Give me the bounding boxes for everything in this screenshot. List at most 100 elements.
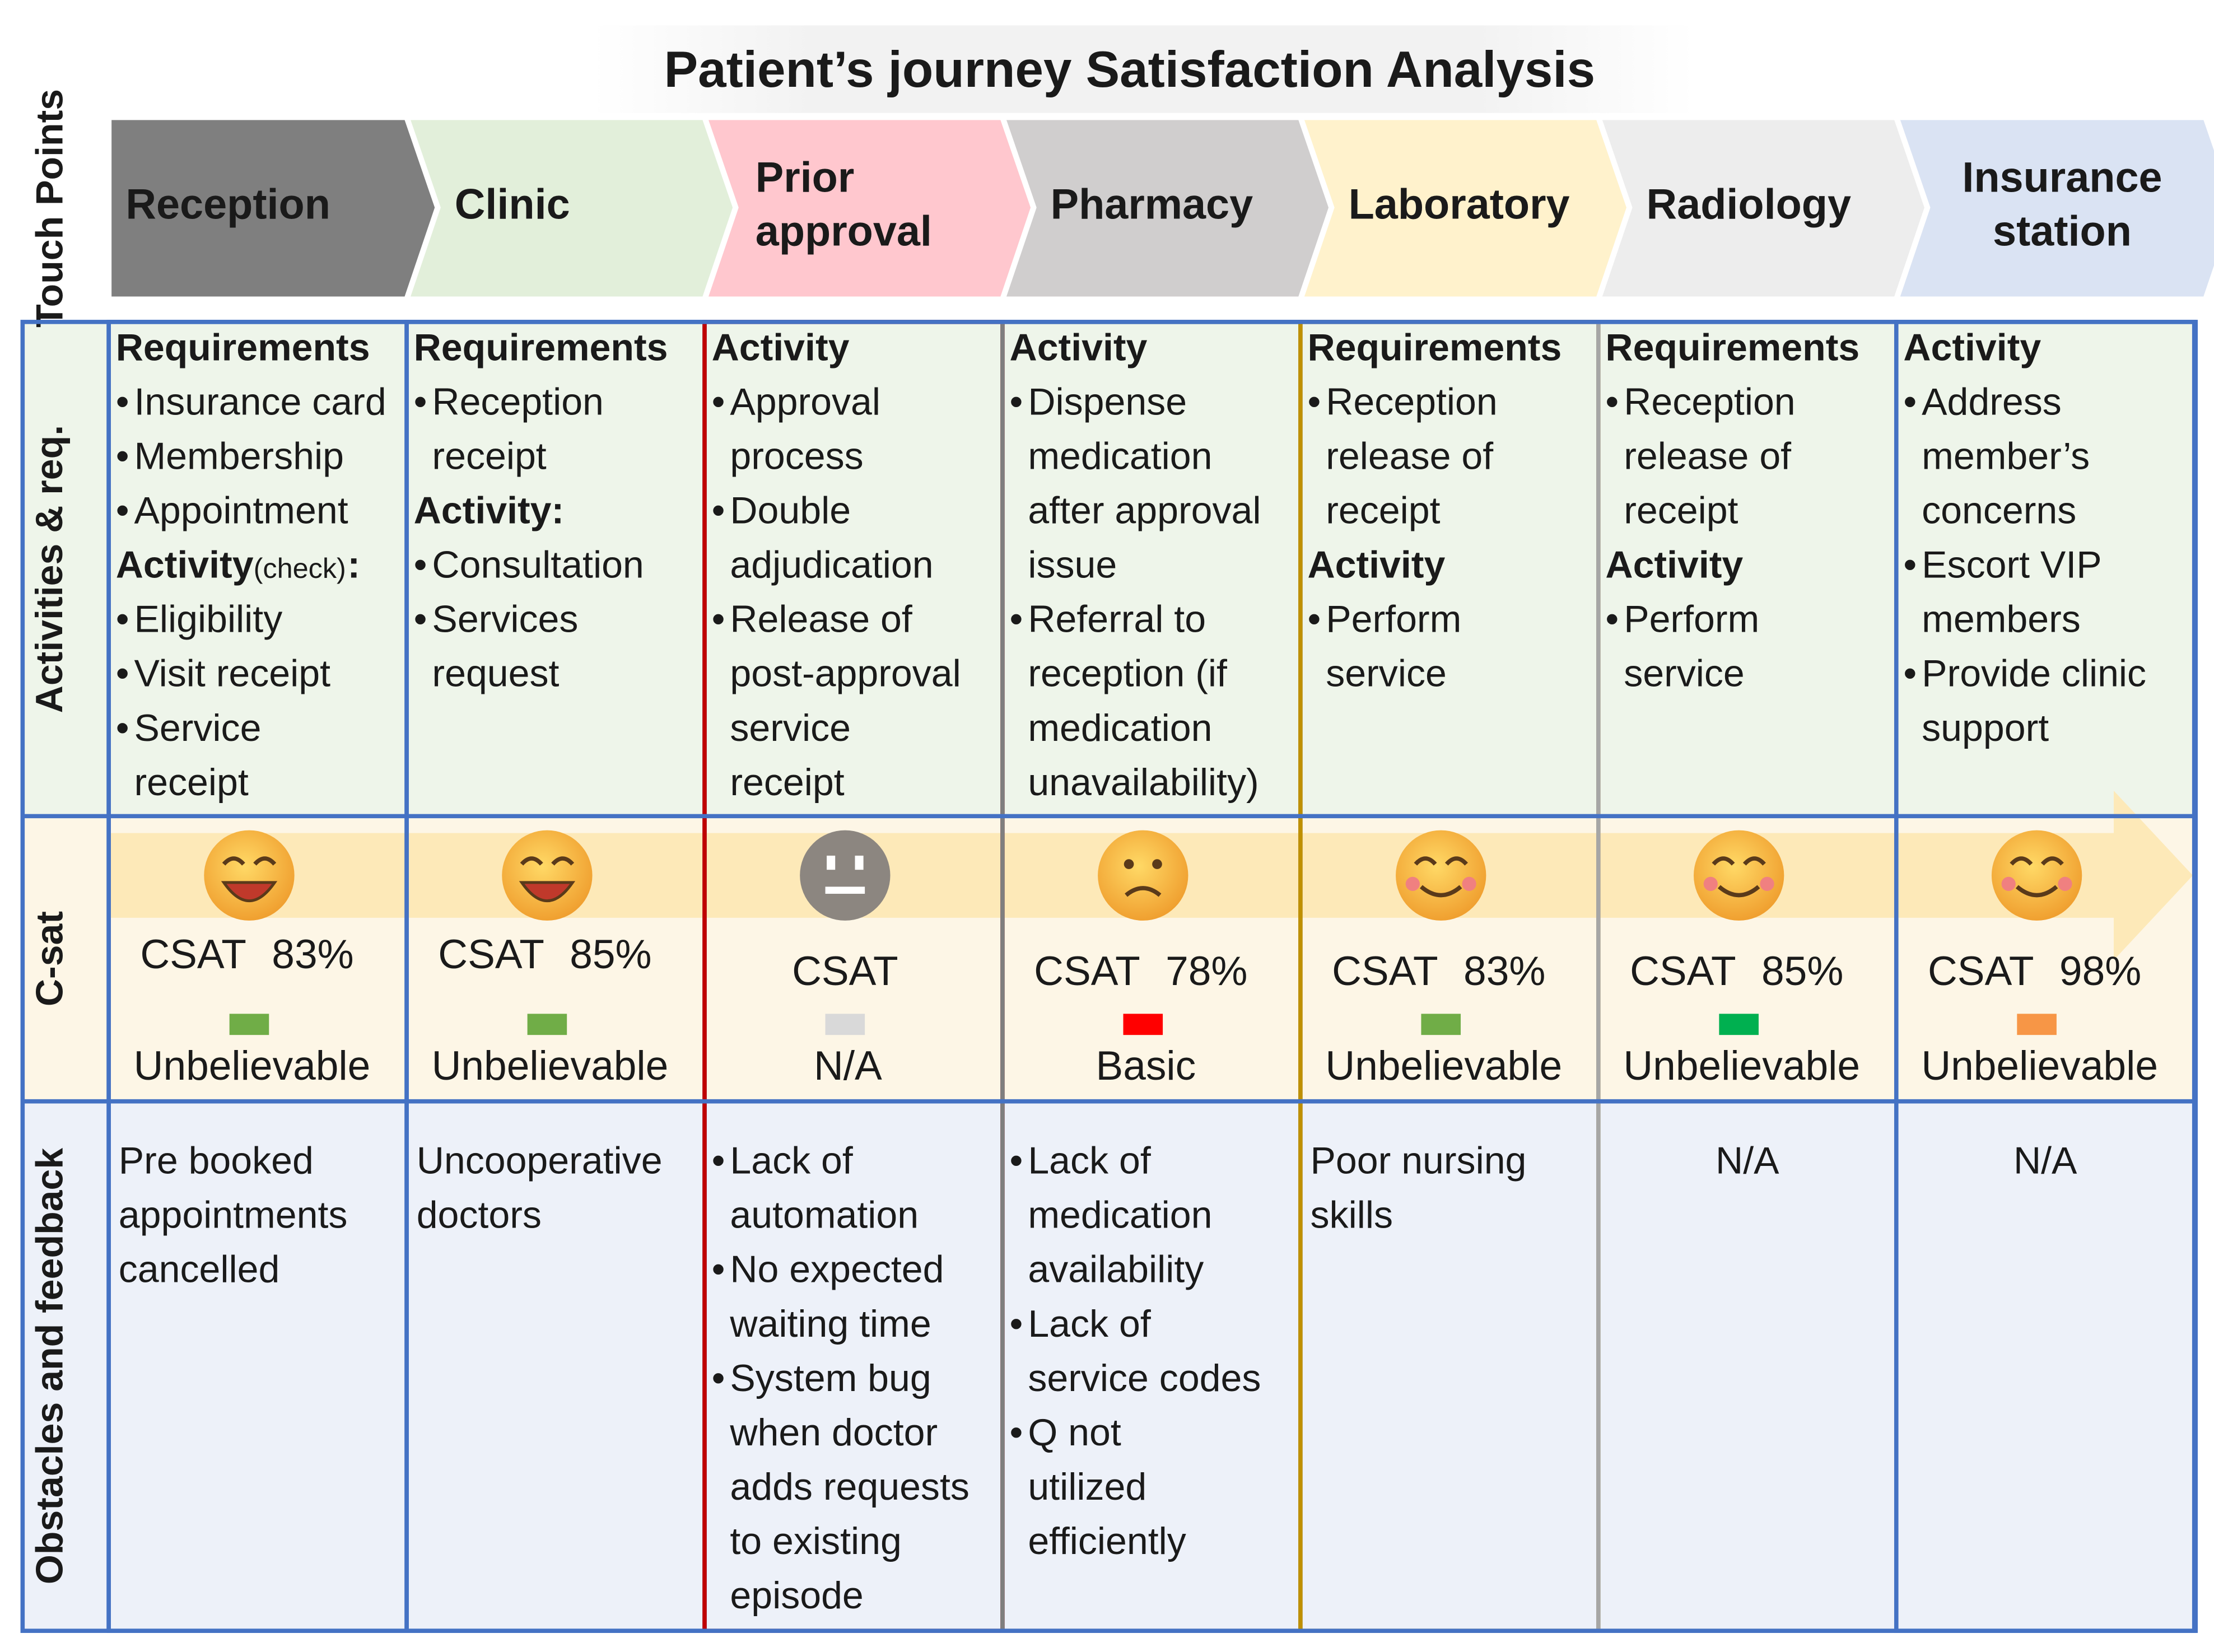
text-line: Eligibility [134,598,282,641]
eye [2010,856,2064,866]
face [1098,830,1188,921]
text-line: Services [432,598,578,641]
text-line: Consultation [432,544,644,586]
text-line: Visit receipt [134,652,330,695]
rating-bar [1421,1014,1461,1035]
mouth [2015,885,2058,898]
activity-heading: Requirements [116,326,370,368]
text-line: process [730,435,863,477]
face [1991,830,2082,921]
activity-heading: Activity [116,544,254,586]
text-line: receipt [1624,489,1738,531]
text-line: episode [730,1574,863,1617]
bullet: • [1010,598,1023,641]
bullet: • [116,489,129,531]
text-line: post-approval [730,652,961,695]
stage-name: Prior [756,155,855,202]
bullet: • [1010,380,1023,423]
activity-heading: Activity [1903,326,2041,368]
text-line: service [730,707,851,749]
bullet: • [1010,1140,1023,1182]
title-backdrop [593,25,1695,113]
text-line: Escort VIP [1922,544,2101,586]
text-line: Reception [1326,380,1497,423]
mouth [1419,885,1462,898]
eye [222,856,277,866]
csat-value: 83% [1463,949,1545,994]
bullet: • [712,380,725,423]
face [204,830,295,921]
text-line: request [432,652,559,695]
bullet: • [414,380,427,423]
text-line: medication [1028,707,1212,749]
row-label: C-sat [28,911,71,1006]
chevron [1892,114,2214,302]
rating-bar [527,1014,567,1035]
bullet: • [712,1140,725,1182]
cheek [1703,876,1718,891]
csat-label: CSAT [140,932,246,977]
csat-value: 85% [1761,949,1843,994]
text-line: skills [1311,1194,1393,1236]
csat-value: 85% [570,932,651,977]
text-line: medication [1028,1194,1212,1236]
table-border [20,320,2198,1633]
bullet: • [116,707,129,749]
rating-bar [229,1014,269,1035]
rating: Unbelievable [1623,1043,1860,1089]
csat-value: 83% [272,932,353,977]
stage-name: Pharmacy [1051,181,1253,228]
activity-heading: Activity [1307,544,1445,586]
bullet: • [1605,598,1619,641]
stage-name: Clinic [455,181,570,228]
activity-note: (check) [254,552,346,584]
mouth [1717,885,1760,898]
activity-heading: Activity [1605,544,1743,586]
mouth [221,881,278,903]
text-line: receipt [432,435,546,477]
text-line: Address [1922,380,2062,423]
text-line: service [1326,652,1447,695]
cheek [2001,876,2016,891]
text-line: when doctor [729,1411,938,1454]
rating: Unbelievable [432,1043,669,1089]
text-line: Reception [1624,380,1795,423]
row-label: Touch Points [28,89,71,328]
text-line: Reception [432,380,603,423]
eye [520,856,575,866]
csat-label: CSAT [1332,949,1438,994]
text-line: support [1922,707,2049,749]
text-line: adjudication [730,544,933,586]
text-line: service codes [1028,1357,1261,1399]
text-line: No expected [730,1248,944,1291]
bullet: • [1903,544,1917,586]
text-line: cancelled [119,1248,280,1291]
csat-value: 78% [1166,949,1247,994]
cheek [1405,876,1420,891]
stage-name: Reception [125,181,330,228]
cheek [1760,876,1774,891]
emoji-face [1396,830,1486,921]
rating-bar [1123,1014,1163,1035]
text-line: automation [730,1194,919,1236]
emoji-face [502,830,593,921]
stage-name: Laboratory [1349,181,1570,228]
bullet: • [712,598,725,641]
bullet: • [1307,598,1321,641]
text-line: Perform [1326,598,1461,641]
text-line: Lack of [1028,1303,1152,1345]
text-line: Perform [1624,598,1759,641]
face [1396,830,1486,921]
text-line: release of [1624,435,1792,477]
bullet: • [712,1248,725,1291]
activity-heading: Requirements [414,326,668,368]
text-line: doctors [417,1194,542,1236]
mouth [1125,886,1162,897]
activity-heading: Activity [712,326,850,368]
text-line: Uncooperative [417,1140,663,1182]
feedback-row [22,1101,2196,1631]
text-line: N/A [2013,1140,2077,1182]
text-line: Referral to [1028,598,1206,641]
text-line: Dispense [1028,380,1187,423]
